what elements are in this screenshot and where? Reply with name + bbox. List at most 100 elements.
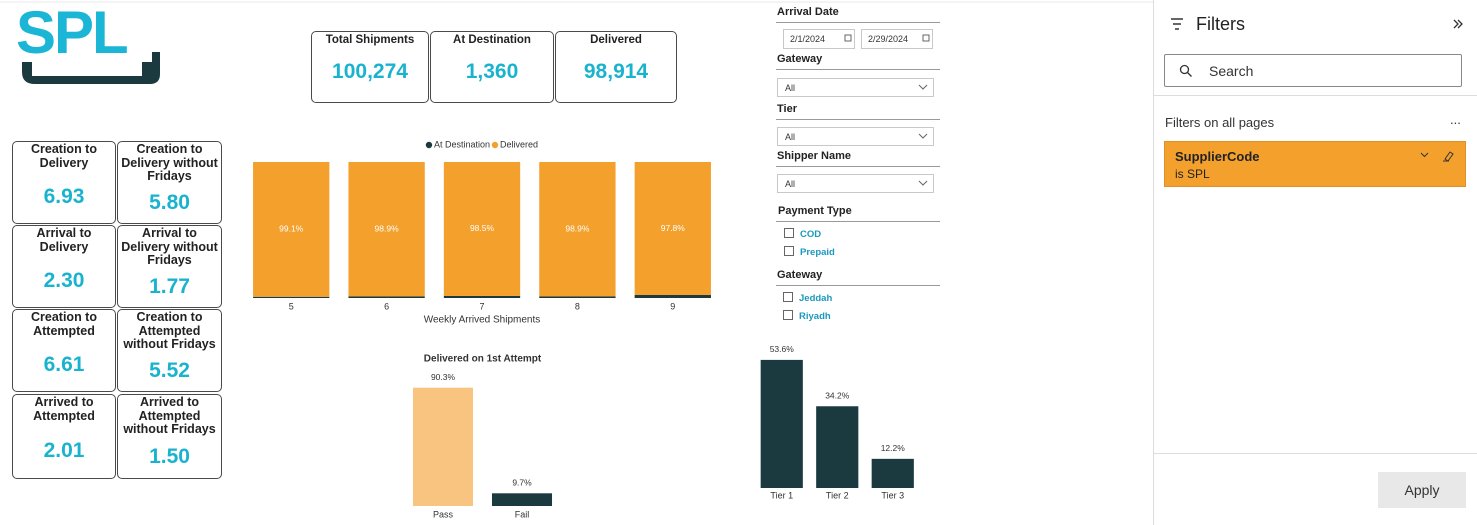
x-tick-label: 5	[289, 301, 294, 311]
metric-value: 1.77	[149, 275, 190, 299]
x-tick-label: Tier 3	[881, 490, 904, 500]
value-label: 99.1%	[279, 224, 304, 234]
value-label: 90.3%	[431, 372, 456, 382]
legend-marker	[491, 141, 499, 149]
bar-segment	[634, 295, 711, 298]
charts: 5 99.1% 6 98.9% 7 98.5% 8 98.9% 9 97.8% Weekly Arr…	[253, 139, 914, 519]
value-label: 9.7%	[512, 478, 532, 488]
metric-card: Arrival to Delivery 2.30	[12, 225, 116, 308]
rule	[776, 119, 940, 120]
value-label: 98.5%	[470, 223, 495, 233]
x-axis-title: Weekly Arrived Shipments	[424, 315, 541, 326]
metric-value: 5.80	[149, 191, 190, 215]
metric-value: 2.30	[43, 268, 85, 292]
filter-condition: is SPL	[1175, 167, 1210, 181]
kpi-label: Delivered	[590, 34, 642, 46]
bar-segment	[348, 162, 425, 297]
x-tick-label: 9	[670, 301, 675, 311]
checkbox[interactable]	[783, 292, 793, 302]
filter-icon	[1171, 18, 1183, 30]
more-options[interactable]: ...	[1450, 112, 1461, 127]
x-tick-label: Tier 1	[770, 490, 793, 500]
x-tick-label: Pass	[433, 509, 454, 519]
search-icon	[1179, 64, 1192, 77]
x-tick-label: Fail	[515, 509, 530, 519]
kpi-card: Delivered 98,914	[555, 31, 677, 103]
bar	[412, 387, 474, 506]
slicer-title: Payment Type	[778, 205, 852, 217]
slicer-title: Arrival Date	[777, 6, 839, 18]
metric-card: Arrival to Delivery without Fridays 1.77	[117, 225, 222, 308]
rule	[776, 285, 940, 286]
metric-value: 5.52	[149, 359, 190, 383]
metric-label: Arrival to Delivery	[36, 226, 92, 254]
rule	[776, 166, 940, 167]
chart-title: Delivered on 1st Attempt	[424, 354, 542, 365]
value-label: 12.2%	[881, 443, 906, 453]
option[interactable]: COD	[800, 229, 822, 240]
bar	[760, 359, 803, 488]
rule	[776, 69, 940, 70]
value-label: 97.8%	[661, 223, 686, 233]
apply-button[interactable]: Apply	[1378, 472, 1466, 508]
bar-segment	[634, 162, 711, 296]
bar-segment	[348, 296, 425, 298]
metric-label: Arrival to Delivery without Fridays	[121, 226, 218, 267]
search-box[interactable]: Search	[1164, 54, 1462, 87]
dropdown[interactable]: All	[777, 174, 934, 193]
option[interactable]: Jeddah	[799, 293, 833, 304]
metric-value: 2.01	[43, 438, 85, 462]
metric-label: Creation to Delivery without Fridays	[121, 142, 218, 183]
kpi-label: At Destination	[453, 34, 531, 46]
kpi-value: 98,914	[583, 60, 649, 83]
rule	[776, 22, 940, 23]
bar-segment	[443, 162, 521, 296]
filter-field: SupplierCode	[1175, 149, 1260, 164]
slicer-title: Tier	[777, 103, 797, 115]
metric-card: Creation to Attempted without Fridays 5.5…	[117, 309, 222, 392]
value-label: 53.6%	[770, 344, 795, 354]
metric-label: Arrived to Attempted without Fridays	[123, 395, 216, 436]
x-tick-label: 6	[384, 301, 389, 311]
metric-value: 6.61	[43, 352, 85, 376]
checkbox[interactable]	[783, 310, 793, 320]
bar-segment	[253, 296, 330, 298]
logo-shape	[22, 52, 160, 84]
section-title: Filters on all pages	[1165, 115, 1275, 130]
x-tick-label: 8	[575, 301, 580, 311]
bar-segment	[539, 162, 616, 297]
legend-marker	[425, 141, 433, 149]
divider	[1154, 453, 1477, 454]
dropdown[interactable]: All	[777, 127, 934, 146]
bar-segment	[443, 295, 521, 298]
legend-label: At Destination	[434, 139, 490, 149]
legend-label: Delivered	[500, 139, 538, 149]
checkbox[interactable]	[784, 246, 794, 256]
divider	[1154, 95, 1477, 96]
checkbox[interactable]	[784, 228, 794, 238]
slicer-title: Gateway	[777, 269, 823, 281]
kpi-value: 1,360	[465, 60, 519, 83]
dropdown[interactable]: All	[777, 78, 934, 97]
date-to[interactable]: 2/29/2024	[861, 29, 933, 49]
logo: SPL	[16, 0, 127, 66]
slicer-title: Gateway	[777, 53, 823, 65]
metric-card: Arrived to Attempted 2.01	[12, 394, 116, 479]
value-label: 98.9%	[565, 224, 590, 234]
kpi-card: Total Shipments 100,274	[311, 31, 429, 103]
rule	[776, 221, 940, 222]
option[interactable]: Riyadh	[799, 311, 831, 322]
filter-card[interactable]: SupplierCode is SPL	[1164, 141, 1466, 187]
option[interactable]: Prepaid	[800, 247, 835, 258]
date-from[interactable]: 2/1/2024	[783, 29, 855, 49]
metric-label: Creation to Attempted without Fridays	[123, 310, 216, 351]
kpi-value: 100,274	[332, 60, 408, 83]
slicer-title: Shipper Name	[777, 150, 851, 162]
filters-pane: Filters Search Filters on all pages ... …	[1153, 0, 1477, 525]
metric-label: Creation to Delivery	[31, 142, 97, 170]
metric-label: Creation to Attempted	[31, 310, 97, 338]
collapse-icon[interactable]	[1452, 18, 1464, 30]
metric-label: Arrived to Attempted	[33, 395, 95, 423]
